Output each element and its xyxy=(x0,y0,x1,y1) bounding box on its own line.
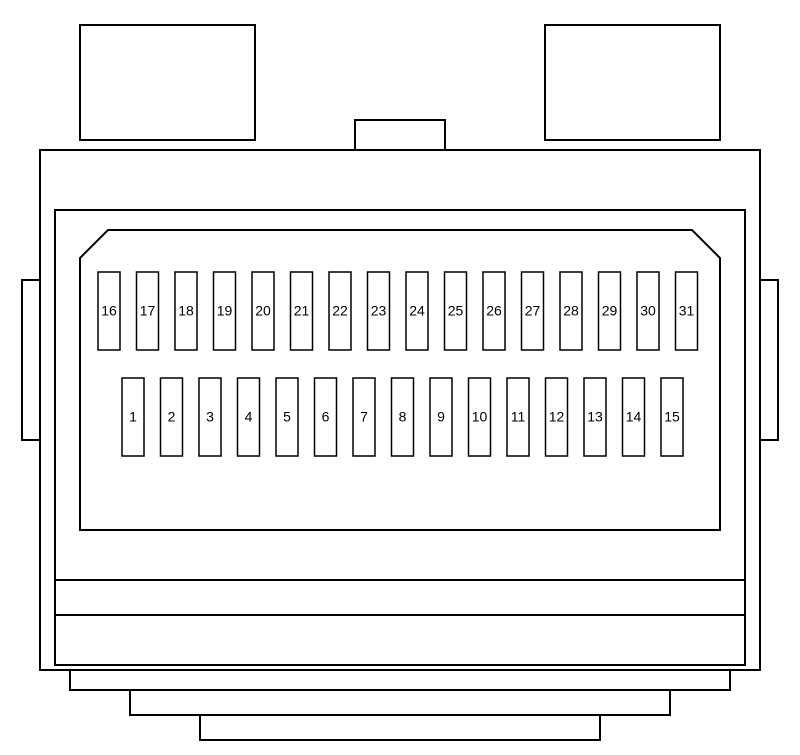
side-tab-1 xyxy=(760,280,778,440)
fuse-top-label-23: 23 xyxy=(371,303,387,319)
fuse-top-label-25: 25 xyxy=(448,303,464,319)
fuse-bottom-label-1: 1 xyxy=(129,409,137,425)
fuse-top-label-27: 27 xyxy=(525,303,541,319)
fuse-top-label-29: 29 xyxy=(602,303,618,319)
fuse-top-label-16: 16 xyxy=(101,303,117,319)
fuse-bottom-label-14: 14 xyxy=(626,409,642,425)
fuse-bottom-label-13: 13 xyxy=(587,409,603,425)
fuse-top-label-28: 28 xyxy=(563,303,579,319)
fuse-top-label-24: 24 xyxy=(409,303,425,319)
fuse-top-label-31: 31 xyxy=(679,303,695,319)
fuse-top-label-30: 30 xyxy=(640,303,656,319)
side-tab-0 xyxy=(22,280,40,440)
fuse-bottom-label-6: 6 xyxy=(322,409,330,425)
top-block-1 xyxy=(545,25,720,140)
fuse-top-label-21: 21 xyxy=(294,303,310,319)
fuse-bottom-label-11: 11 xyxy=(511,409,526,425)
fuse-top-label-18: 18 xyxy=(178,303,194,319)
fuse-bottom-label-4: 4 xyxy=(245,409,253,425)
fuse-top-label-26: 26 xyxy=(486,303,502,319)
bottom-step-3 xyxy=(200,715,600,740)
fuse-bottom-label-10: 10 xyxy=(472,409,488,425)
fuse-top-label-17: 17 xyxy=(140,303,156,319)
fuse-bottom-label-9: 9 xyxy=(437,409,445,425)
top-block-0 xyxy=(80,25,255,140)
connector-diagram: 1617181920212223242526272829303112345678… xyxy=(0,0,800,755)
fuse-bottom-label-3: 3 xyxy=(206,409,214,425)
fuse-top-label-20: 20 xyxy=(255,303,271,319)
fuse-bottom-label-7: 7 xyxy=(360,409,368,425)
fuse-bottom-label-8: 8 xyxy=(399,409,407,425)
fuse-bottom-label-15: 15 xyxy=(664,409,680,425)
fuse-bottom-label-5: 5 xyxy=(283,409,291,425)
fuse-bottom-label-12: 12 xyxy=(549,409,565,425)
bottom-step-2 xyxy=(130,690,670,715)
top-tab xyxy=(355,120,445,150)
fuse-top-label-19: 19 xyxy=(217,303,233,319)
fuse-top-label-22: 22 xyxy=(332,303,348,319)
fuse-bottom-label-2: 2 xyxy=(168,409,176,425)
